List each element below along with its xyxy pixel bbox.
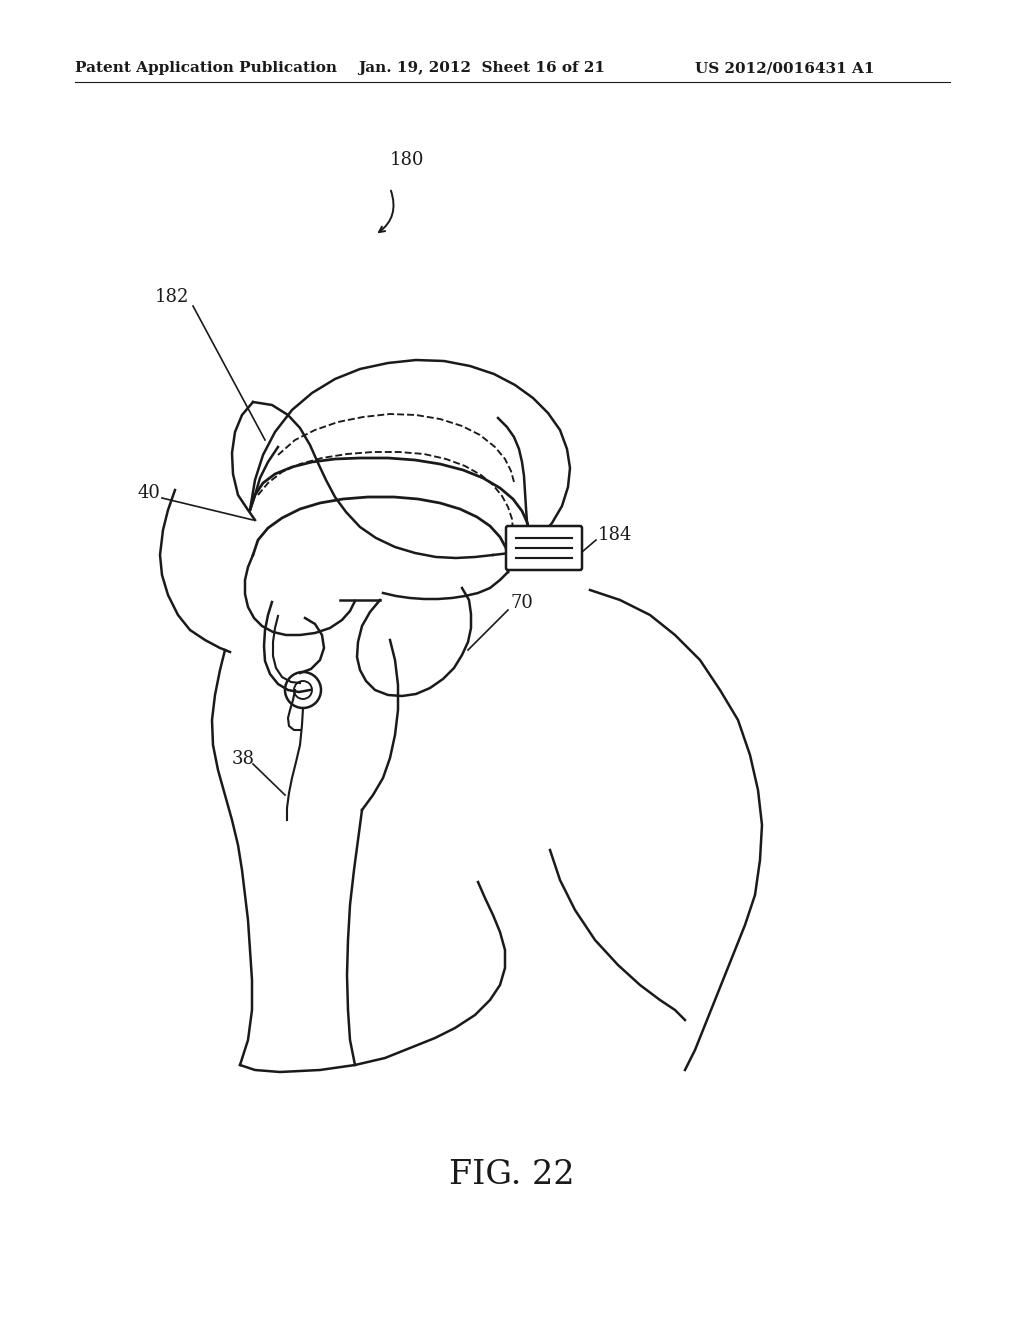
Text: 70: 70 [510,594,532,612]
Text: Jan. 19, 2012  Sheet 16 of 21: Jan. 19, 2012 Sheet 16 of 21 [358,61,605,75]
FancyBboxPatch shape [506,525,582,570]
Text: 184: 184 [598,525,633,544]
Text: 38: 38 [232,750,255,768]
Text: 182: 182 [155,288,189,306]
Text: 180: 180 [390,150,425,169]
Text: US 2012/0016431 A1: US 2012/0016431 A1 [695,61,874,75]
Text: FIG. 22: FIG. 22 [450,1159,574,1191]
Text: 40: 40 [138,484,161,502]
Text: Patent Application Publication: Patent Application Publication [75,61,337,75]
